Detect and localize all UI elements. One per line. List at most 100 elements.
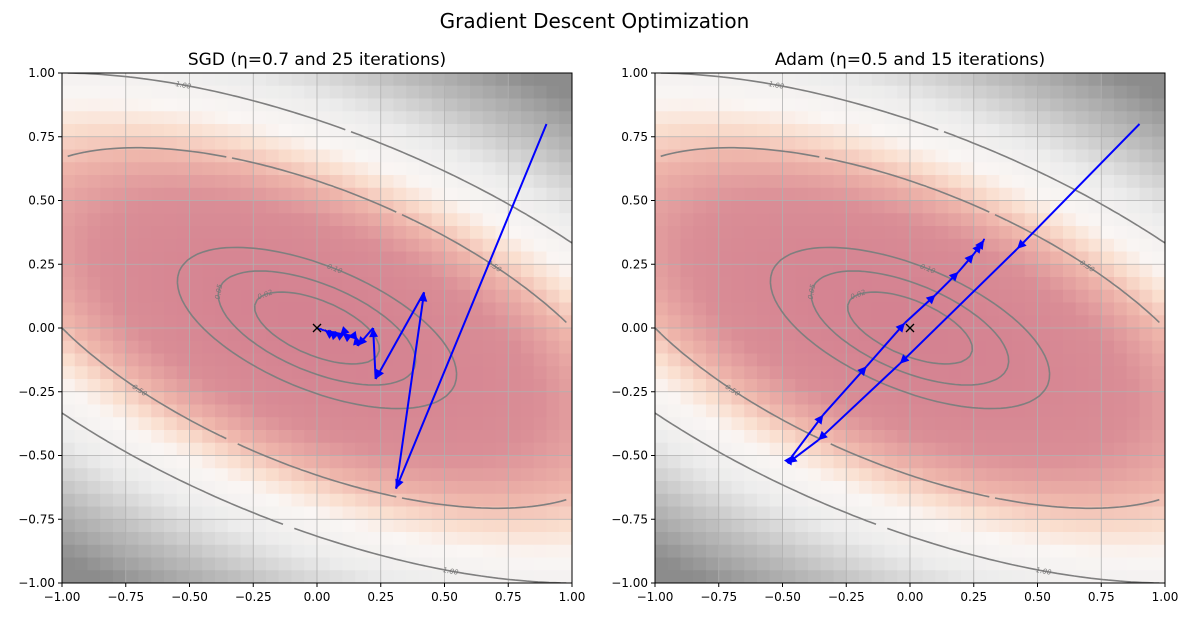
heatmap-cell xyxy=(1152,124,1165,138)
heatmap-cell xyxy=(871,315,886,329)
heatmap-cell xyxy=(680,149,694,163)
heatmap-cell xyxy=(961,226,975,240)
heatmap-cell xyxy=(731,379,745,393)
heatmap-cell xyxy=(795,85,809,100)
heatmap-cell xyxy=(113,353,127,367)
y-tick-label: 0.75 xyxy=(621,130,648,144)
heatmap-cell xyxy=(508,519,522,533)
heatmap-cell xyxy=(533,226,548,240)
heatmap-cell xyxy=(559,532,572,546)
heatmap-cell xyxy=(380,379,395,393)
heatmap-cell xyxy=(846,391,860,406)
contour-label: 1.00 xyxy=(442,566,459,577)
heatmap-cell xyxy=(151,430,165,444)
heatmap-cell xyxy=(164,111,178,125)
heatmap-cell xyxy=(406,264,420,278)
heatmap-cell xyxy=(240,175,254,189)
heatmap-cell xyxy=(922,493,937,508)
heatmap-cell xyxy=(986,404,1000,418)
heatmap-cell xyxy=(1050,226,1064,240)
heatmap-cell xyxy=(240,149,254,163)
heatmap-cell xyxy=(1152,544,1165,559)
x-tick-label: 1.00 xyxy=(1152,590,1179,604)
heatmap-cell xyxy=(100,404,114,418)
heatmap-cell xyxy=(266,532,280,546)
heatmap-cell xyxy=(329,379,344,393)
heatmap-cell xyxy=(240,162,254,176)
heatmap-cell xyxy=(87,187,101,202)
heatmap-cell xyxy=(718,175,733,189)
heatmap-cell xyxy=(227,544,242,559)
heatmap-cell xyxy=(508,213,522,227)
heatmap-cell xyxy=(342,506,356,520)
heatmap-cell xyxy=(470,302,484,316)
axes-title: SGD (η=0.7 and 25 iterations) xyxy=(188,50,446,70)
heatmap-cell xyxy=(1024,417,1039,431)
heatmap-cell xyxy=(125,73,140,87)
heatmap-cell xyxy=(1063,391,1077,406)
heatmap-cell xyxy=(910,506,924,520)
heatmap-cell xyxy=(846,353,860,367)
heatmap-cell xyxy=(74,481,89,495)
heatmap-cell xyxy=(559,442,572,457)
heatmap-cell xyxy=(769,379,784,393)
heatmap-cell xyxy=(859,404,873,418)
heatmap-cell xyxy=(1114,544,1128,559)
heatmap-cell xyxy=(1114,366,1128,380)
path-segment xyxy=(865,322,906,367)
heatmap-cell xyxy=(1037,366,1051,380)
heatmap-cell xyxy=(431,404,446,418)
heatmap-cell xyxy=(859,213,873,227)
heatmap-cell xyxy=(706,506,720,520)
heatmap-cell xyxy=(1037,430,1051,444)
heatmap-cell xyxy=(419,149,433,163)
heatmap-cell xyxy=(859,277,873,291)
heatmap-cell xyxy=(278,85,293,100)
heatmap-cell xyxy=(948,442,962,457)
heatmap-cell xyxy=(948,532,962,546)
heatmap-cell xyxy=(655,493,669,508)
heatmap-cell xyxy=(240,519,254,533)
heatmap-cell xyxy=(731,544,745,559)
heatmap-cell xyxy=(100,162,114,176)
heatmap-cell xyxy=(266,455,280,469)
heatmap-cell xyxy=(1012,264,1026,278)
heatmap-cell xyxy=(922,136,937,151)
heatmap-cell xyxy=(1075,391,1090,406)
heatmap-cell xyxy=(1088,302,1102,316)
heatmap-cell xyxy=(680,366,694,380)
heatmap-cell xyxy=(808,391,822,406)
heatmap-cell xyxy=(1024,519,1039,533)
heatmap-cell xyxy=(202,340,216,355)
heatmap-cell xyxy=(100,570,114,583)
heatmap-cell xyxy=(718,277,733,291)
heatmap-cell xyxy=(744,302,758,316)
heatmap-cell xyxy=(948,455,962,469)
heatmap-cell xyxy=(304,149,318,163)
heatmap-cell xyxy=(655,73,669,87)
heatmap-cell xyxy=(1037,506,1051,520)
heatmap-cell xyxy=(100,315,114,329)
heatmap-cell xyxy=(546,162,560,176)
heatmap-cell xyxy=(871,430,886,444)
heatmap-cell xyxy=(808,353,822,367)
heatmap-cell xyxy=(757,124,771,138)
heatmap-cell xyxy=(973,124,988,138)
heatmap-cell xyxy=(1139,340,1153,355)
heatmap-cell xyxy=(680,175,694,189)
heatmap-cell xyxy=(393,187,407,202)
heatmap-cell xyxy=(961,111,975,125)
heatmap-cell xyxy=(1139,404,1153,418)
heatmap-cell xyxy=(87,85,101,100)
heatmap-cell xyxy=(1037,315,1051,329)
y-tick-label: 0.25 xyxy=(621,257,648,271)
heatmap-cell xyxy=(138,353,152,367)
heatmap-cell xyxy=(1139,442,1153,457)
heatmap-cell xyxy=(406,353,420,367)
heatmap-cell xyxy=(342,379,356,393)
heatmap-cell xyxy=(795,226,809,240)
heatmap-cell xyxy=(731,251,745,265)
heatmap-cell xyxy=(757,98,771,112)
heatmap-cell xyxy=(680,124,694,138)
heatmap-cell xyxy=(266,557,280,571)
